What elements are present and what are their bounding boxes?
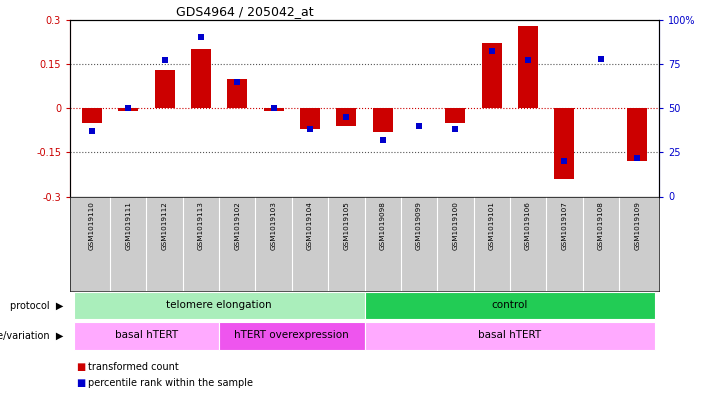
- Bar: [365, 322, 655, 350]
- Bar: [365, 292, 655, 319]
- Text: percentile rank within the sample: percentile rank within the sample: [88, 378, 252, 388]
- Text: GSM1019099: GSM1019099: [416, 201, 422, 250]
- Text: GSM1019106: GSM1019106: [525, 201, 531, 250]
- Bar: [554, 108, 574, 179]
- Point: [304, 126, 315, 132]
- Point: [486, 48, 497, 55]
- Bar: [336, 108, 356, 126]
- Bar: [219, 322, 365, 350]
- Bar: [155, 70, 175, 108]
- Point: [268, 105, 279, 111]
- Point: [377, 137, 388, 143]
- Bar: [264, 108, 284, 111]
- Text: GDS4964 / 205042_at: GDS4964 / 205042_at: [176, 6, 314, 18]
- Bar: [373, 108, 393, 132]
- Text: GSM1019111: GSM1019111: [125, 201, 131, 250]
- Point: [450, 126, 461, 132]
- Text: GSM1019107: GSM1019107: [562, 201, 567, 250]
- Text: GSM1019102: GSM1019102: [234, 201, 240, 250]
- Text: GSM1019108: GSM1019108: [598, 201, 604, 250]
- Point: [196, 34, 207, 40]
- Text: genotype/variation  ▶: genotype/variation ▶: [0, 331, 63, 341]
- Bar: [74, 292, 365, 319]
- Text: GSM1019098: GSM1019098: [380, 201, 386, 250]
- Point: [595, 55, 606, 62]
- Text: GSM1019103: GSM1019103: [271, 201, 277, 250]
- Bar: [74, 322, 219, 350]
- Text: GSM1019110: GSM1019110: [89, 201, 95, 250]
- Text: GSM1019112: GSM1019112: [162, 201, 168, 250]
- Bar: [118, 108, 138, 111]
- Bar: [627, 108, 647, 161]
- Text: GSM1019109: GSM1019109: [634, 201, 640, 250]
- Point: [86, 128, 97, 134]
- Text: hTERT overexpression: hTERT overexpression: [234, 331, 349, 340]
- Point: [232, 79, 243, 85]
- Text: protocol  ▶: protocol ▶: [10, 301, 63, 310]
- Point: [341, 114, 352, 120]
- Text: basal hTERT: basal hTERT: [115, 331, 178, 340]
- Point: [632, 154, 643, 161]
- Text: basal hTERT: basal hTERT: [478, 331, 541, 340]
- Point: [123, 105, 134, 111]
- Text: ■: ■: [76, 378, 86, 388]
- Point: [414, 123, 425, 129]
- Text: control: control: [491, 300, 528, 310]
- Text: GSM1019105: GSM1019105: [343, 201, 349, 250]
- Point: [159, 57, 170, 63]
- Bar: [300, 108, 320, 129]
- Bar: [191, 49, 211, 108]
- Text: GSM1019100: GSM1019100: [452, 201, 458, 250]
- Point: [559, 158, 570, 164]
- Bar: [482, 43, 502, 108]
- Text: GSM1019101: GSM1019101: [489, 201, 495, 250]
- Bar: [445, 108, 465, 123]
- Text: telomere elongation: telomere elongation: [166, 300, 272, 310]
- Text: GSM1019113: GSM1019113: [198, 201, 204, 250]
- Text: GSM1019104: GSM1019104: [307, 201, 313, 250]
- Text: ■: ■: [76, 362, 86, 373]
- Bar: [82, 108, 102, 123]
- Bar: [227, 79, 247, 108]
- Point: [522, 57, 533, 63]
- Bar: [518, 26, 538, 108]
- Text: transformed count: transformed count: [88, 362, 178, 373]
